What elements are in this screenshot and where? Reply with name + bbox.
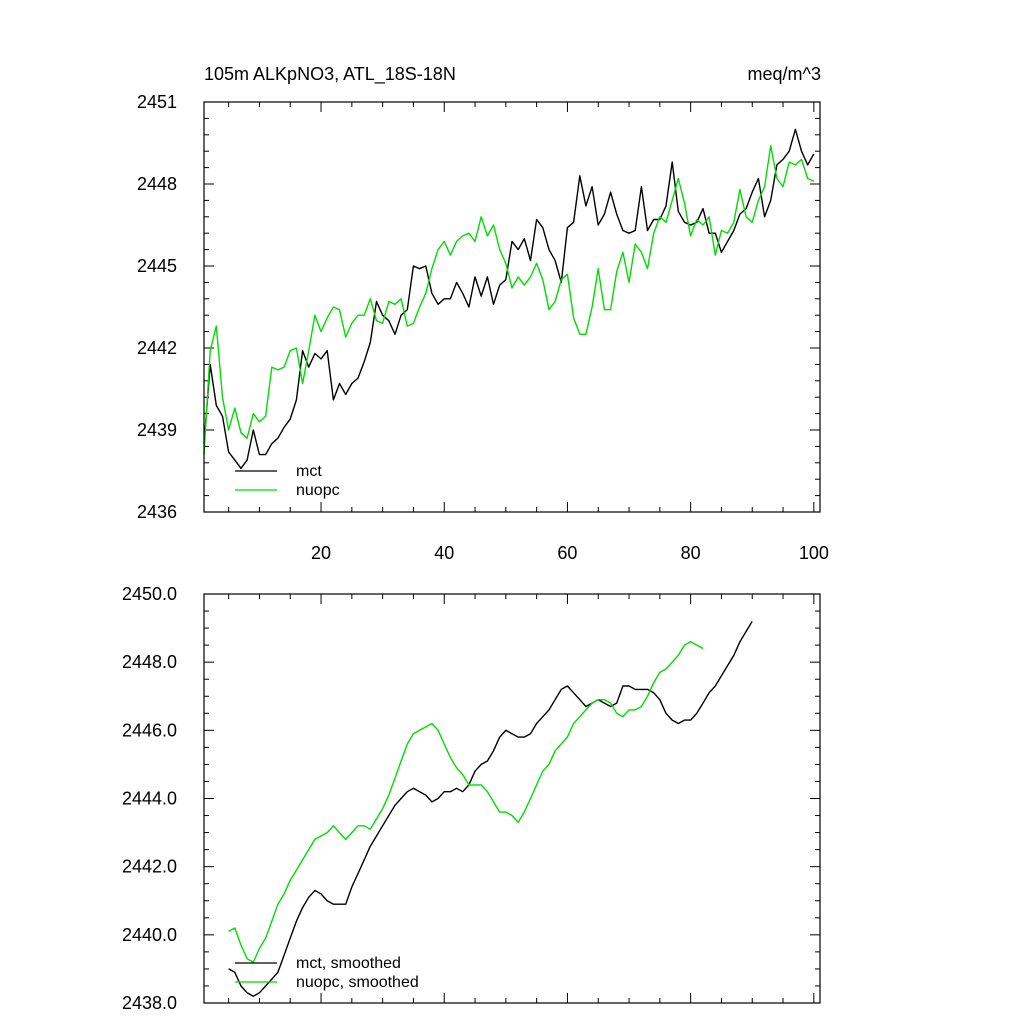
y-tick-label: 2436: [137, 502, 177, 522]
bottom-panel: 2438.0 2440.0 2442.0 2444.0 2446.0 2448.0 2450…: [122, 584, 821, 1013]
bottom-series-lines: [228, 620, 753, 997]
y-tick-label: 2445: [137, 256, 177, 276]
series-line-nuopc: [203, 144, 815, 455]
series-line-mct-smoothed: [228, 620, 753, 997]
y-tick-label: 2446.0: [122, 720, 177, 740]
bottom-plot-frame: [203, 593, 821, 1004]
y-tick-label: 2439: [137, 420, 177, 440]
legend-label-nuopc: nuopc: [296, 482, 340, 499]
x-tick-label: 80: [681, 543, 701, 563]
top-legend: mct nuopc: [235, 463, 340, 499]
y-tick-label: 2451: [137, 92, 177, 112]
top-y-tick-labels: 2436 2439 2442 2445 2448 2451: [137, 92, 177, 522]
x-tick-label: 40: [434, 543, 454, 563]
series-line-mct: [203, 128, 815, 469]
y-tick-label: 2450.0: [122, 584, 177, 604]
y-tick-label: 2442: [137, 338, 177, 358]
y-tick-label: 2438.0: [122, 993, 177, 1013]
top-axes-ticks: [204, 101, 820, 513]
y-tick-label: 2448: [137, 174, 177, 194]
top-x-tick-labels: 20 40 60 80 100: [311, 543, 829, 563]
x-tick-label: 60: [557, 543, 577, 563]
bottom-axes-ticks: [204, 593, 820, 1004]
top-series-lines: [203, 128, 815, 469]
y-tick-label: 2440.0: [122, 925, 177, 945]
y-tick-label: 2448.0: [122, 652, 177, 672]
top-panel-units: meq/m^3: [748, 64, 821, 84]
x-tick-label: 100: [799, 543, 829, 563]
top-plot-frame: [203, 101, 821, 513]
series-line-nuopc-smoothed: [228, 641, 704, 963]
legend-label-mct-smoothed: mct, smoothed: [296, 955, 401, 972]
top-panel-title: 105m ALKpNO3, ATL_18S-18N: [204, 64, 456, 85]
legend-label-nuopc-smoothed: nuopc, smoothed: [296, 974, 419, 991]
y-tick-label: 2444.0: [122, 789, 177, 809]
bottom-legend: mct, smoothed nuopc, smoothed: [235, 955, 419, 991]
x-tick-label: 20: [311, 543, 331, 563]
top-panel: 105m ALKpNO3, ATL_18S-18N meq/m^3 243624…: [137, 64, 829, 563]
bottom-y-tick-labels: 2438.0 2440.0 2442.0 2444.0 2446.0 2448.0 2450…: [122, 584, 177, 1013]
y-tick-label: 2442.0: [122, 857, 177, 877]
legend-label-mct: mct: [296, 463, 322, 480]
